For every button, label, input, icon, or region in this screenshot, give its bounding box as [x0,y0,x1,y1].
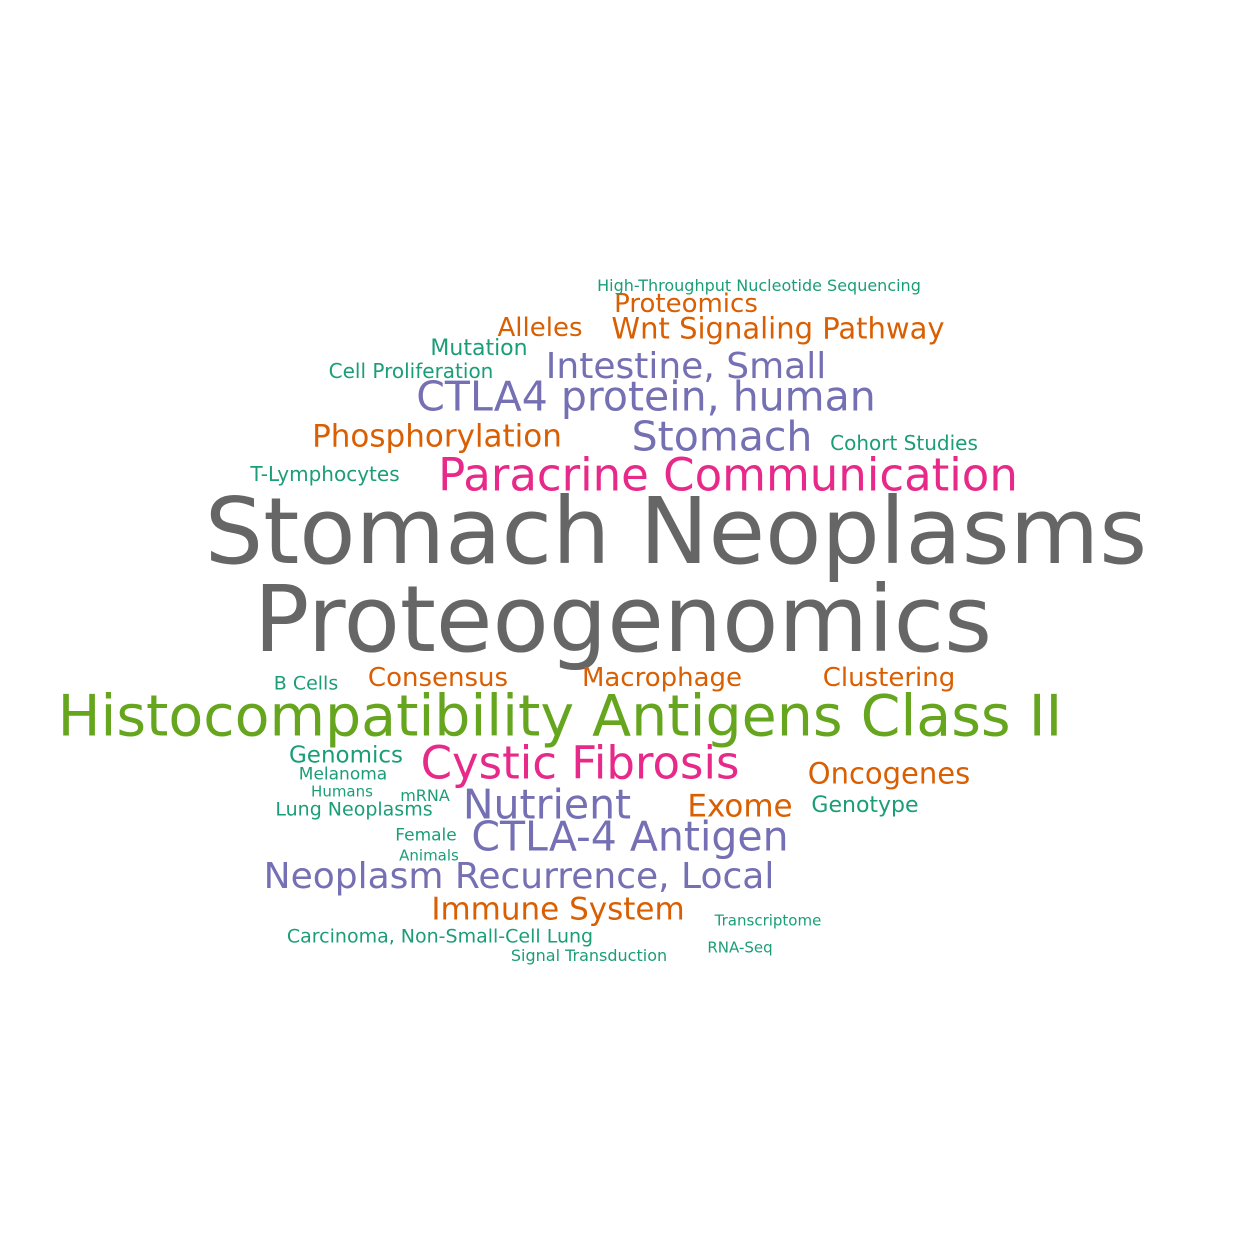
word-oncogenes: Oncogenes [807,756,971,791]
word-humans: Humans [311,782,373,801]
word-mutation: Mutation [430,336,528,361]
word-ctla-4-antigen: CTLA-4 Antigen [471,812,789,861]
word-exome: Exome [687,788,793,825]
word-clustering: Clustering [822,663,956,693]
word-rna-seq: RNA-Seq [707,938,773,957]
word-histocompatibility-antigens-class-ii: Histocompatibility Antigens Class II [57,683,1063,750]
word-cystic-fibrosis: Cystic Fibrosis [420,736,740,790]
word-transcriptome: Transcriptome [714,911,822,930]
word-immune-system: Immune System [431,891,685,928]
word-signal-transduction: Signal Transduction [510,946,668,965]
word-intestine-small: Intestine, Small [545,346,827,387]
word-carcinoma-non-small-cell-lung: Carcinoma, Non-Small-Cell Lung [286,925,594,948]
word-female: Female [395,825,457,846]
word-melanoma: Melanoma [298,764,388,785]
word-cell-proliferation: Cell Proliferation [328,359,494,383]
word-paracrine-communication: Paracrine Communication [438,448,1018,502]
word-t-lymphocytes: T-Lymphocytes [250,462,400,486]
word-proteogenomics: Proteogenomics [253,566,993,673]
word-lung-neoplasms: Lung Neoplasms [275,798,433,821]
word-phosphorylation: Phosphorylation [312,418,562,455]
word-high-throughput-nucleotide-sequencing: High-Throughput Nucleotide Sequencing [597,276,921,295]
word-consensus: Consensus [367,663,509,693]
word-nutrient: Nutrient [462,780,632,829]
word-stomach: Stomach [631,412,813,461]
word-neoplasm-recurrence-local: Neoplasm Recurrence, Local [263,856,775,897]
word-cohort-studies: Cohort Studies [830,431,978,455]
word-b-cells: B Cells [273,672,339,695]
word-alleles: Alleles [497,313,583,343]
word-macrophage: Macrophage [581,663,743,693]
word-mrna: mRNA [400,786,450,805]
word-wnt-signaling-pathway: Wnt Signaling Pathway [611,311,945,346]
word-animals: Animals [399,846,459,865]
word-genomics: Genomics [288,742,404,769]
word-genotype: Genotype [811,793,919,818]
word-ctla4-protein-human: CTLA4 protein, human [416,372,876,421]
word-proteomics: Proteomics [614,289,758,319]
word-stomach-neoplasms: Stomach Neoplasms [204,478,1148,585]
